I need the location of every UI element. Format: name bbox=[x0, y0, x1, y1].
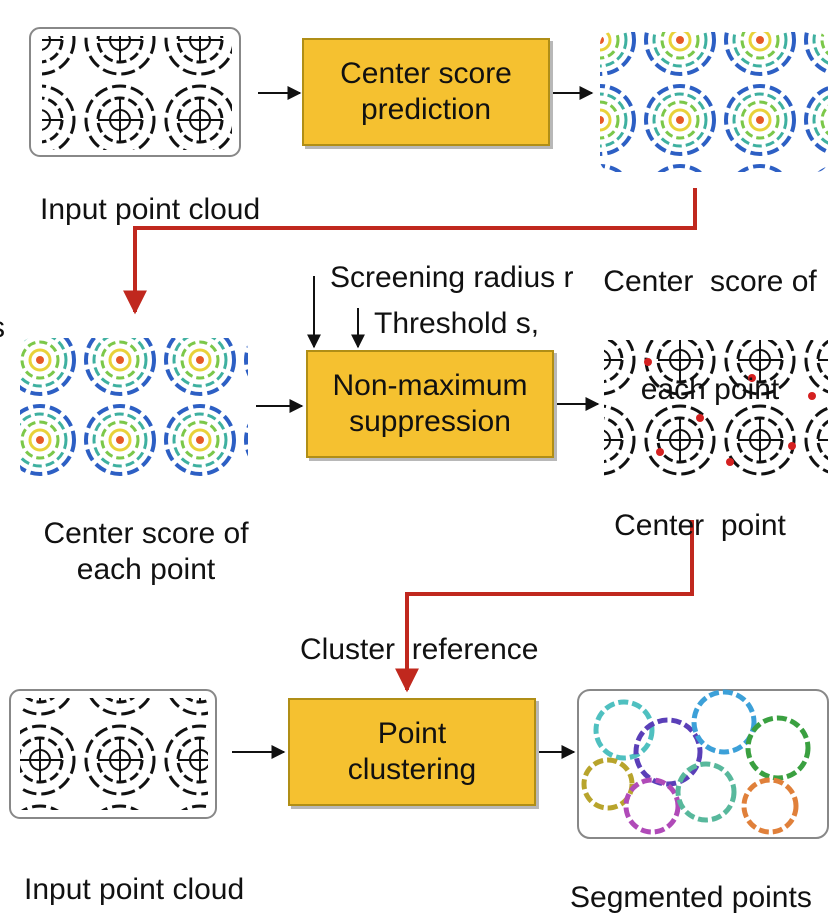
segmented-points-label: Segmented points bbox=[570, 881, 812, 914]
box-line-1: Non-maximum bbox=[332, 369, 528, 402]
input-point-cloud-label-2: Input point cloud bbox=[24, 873, 245, 906]
label-line-1: Center score of bbox=[43, 517, 249, 550]
box-line-2: clustering bbox=[347, 753, 477, 786]
center-point-label: Center point bbox=[614, 509, 786, 542]
center-score-image-1 bbox=[600, 32, 828, 172]
box-line-1: Center score bbox=[340, 57, 512, 90]
label-line-2: each point bbox=[76, 553, 216, 586]
cluster-reference-label: Cluster reference bbox=[300, 633, 539, 666]
box-line-2: prediction bbox=[360, 93, 492, 126]
screening-radius-label: Screening radius r bbox=[330, 261, 574, 294]
edge-glyph: s bbox=[0, 310, 5, 346]
label-line-2: each point bbox=[640, 373, 780, 406]
box-line-1: Point bbox=[377, 717, 447, 750]
center-point-image bbox=[604, 340, 828, 476]
red-connector-2 bbox=[395, 520, 694, 693]
center-score-image-2 bbox=[20, 338, 248, 478]
non-maximum-suppression-box: Non-maximum suppression bbox=[306, 350, 554, 458]
center-score-of-each-point-label-2: Center score of each point bbox=[24, 516, 268, 588]
input-point-cloud-image-2 bbox=[9, 689, 217, 819]
red-connector-1 bbox=[123, 188, 697, 315]
input-point-cloud-image-1 bbox=[29, 27, 241, 157]
input-point-cloud-label-1: Input point cloud bbox=[40, 193, 261, 226]
threshold-label: Threshold s, bbox=[374, 307, 540, 340]
point-clustering-box: Point clustering bbox=[288, 698, 536, 806]
center-score-prediction-box: Center score prediction bbox=[302, 38, 550, 146]
box-line-2: suppression bbox=[349, 405, 511, 438]
segmented-points-image bbox=[577, 689, 829, 839]
label-line-1: Center score of bbox=[603, 265, 817, 298]
center-score-of-each-point-label-1: Center score of each point bbox=[588, 192, 832, 444]
